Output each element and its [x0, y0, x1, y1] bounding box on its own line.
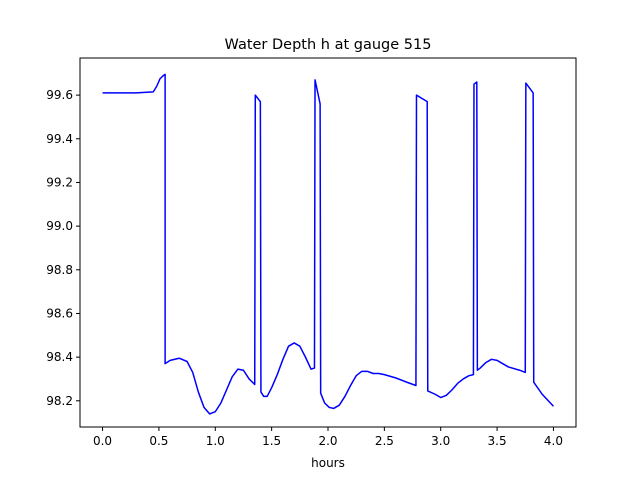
series-line-0: [102, 73, 554, 415]
x-tick-label: 1.5: [262, 434, 281, 448]
x-tick-label: 0.5: [149, 434, 168, 448]
x-tick-label: 3.0: [431, 434, 450, 448]
plot-frame: [79, 57, 577, 428]
y-axis-ticks: 98.2 98.4 98.6 98.8 99.0 99.2 99.4 99.6: [46, 88, 80, 408]
x-tick-label: 1.0: [206, 434, 225, 448]
y-tick-label: 99.0: [46, 219, 73, 233]
x-tick-label: 3.5: [488, 434, 507, 448]
x-axis-label: hours: [311, 456, 345, 470]
y-tick-label: 98.6: [46, 306, 73, 320]
y-tick-label: 98.8: [46, 263, 73, 277]
y-tick-label: 98.4: [46, 350, 73, 364]
y-tick-label: 99.2: [46, 175, 73, 189]
y-tick-label: 99.6: [46, 88, 73, 102]
x-axis-ticks: 0.0 0.5 1.0 1.5 2.0 2.5 3.0 3.5 4.0: [93, 427, 563, 448]
x-tick-label: 0.0: [93, 434, 112, 448]
y-tick-label: 99.4: [46, 132, 73, 146]
x-tick-label: 4.0: [544, 434, 563, 448]
x-tick-label: 2.0: [318, 434, 337, 448]
chart-title: Water Depth h at gauge 515: [225, 37, 432, 53]
plot-content: [102, 73, 554, 415]
x-tick-label: 2.5: [375, 434, 394, 448]
y-tick-label: 98.2: [46, 394, 73, 408]
